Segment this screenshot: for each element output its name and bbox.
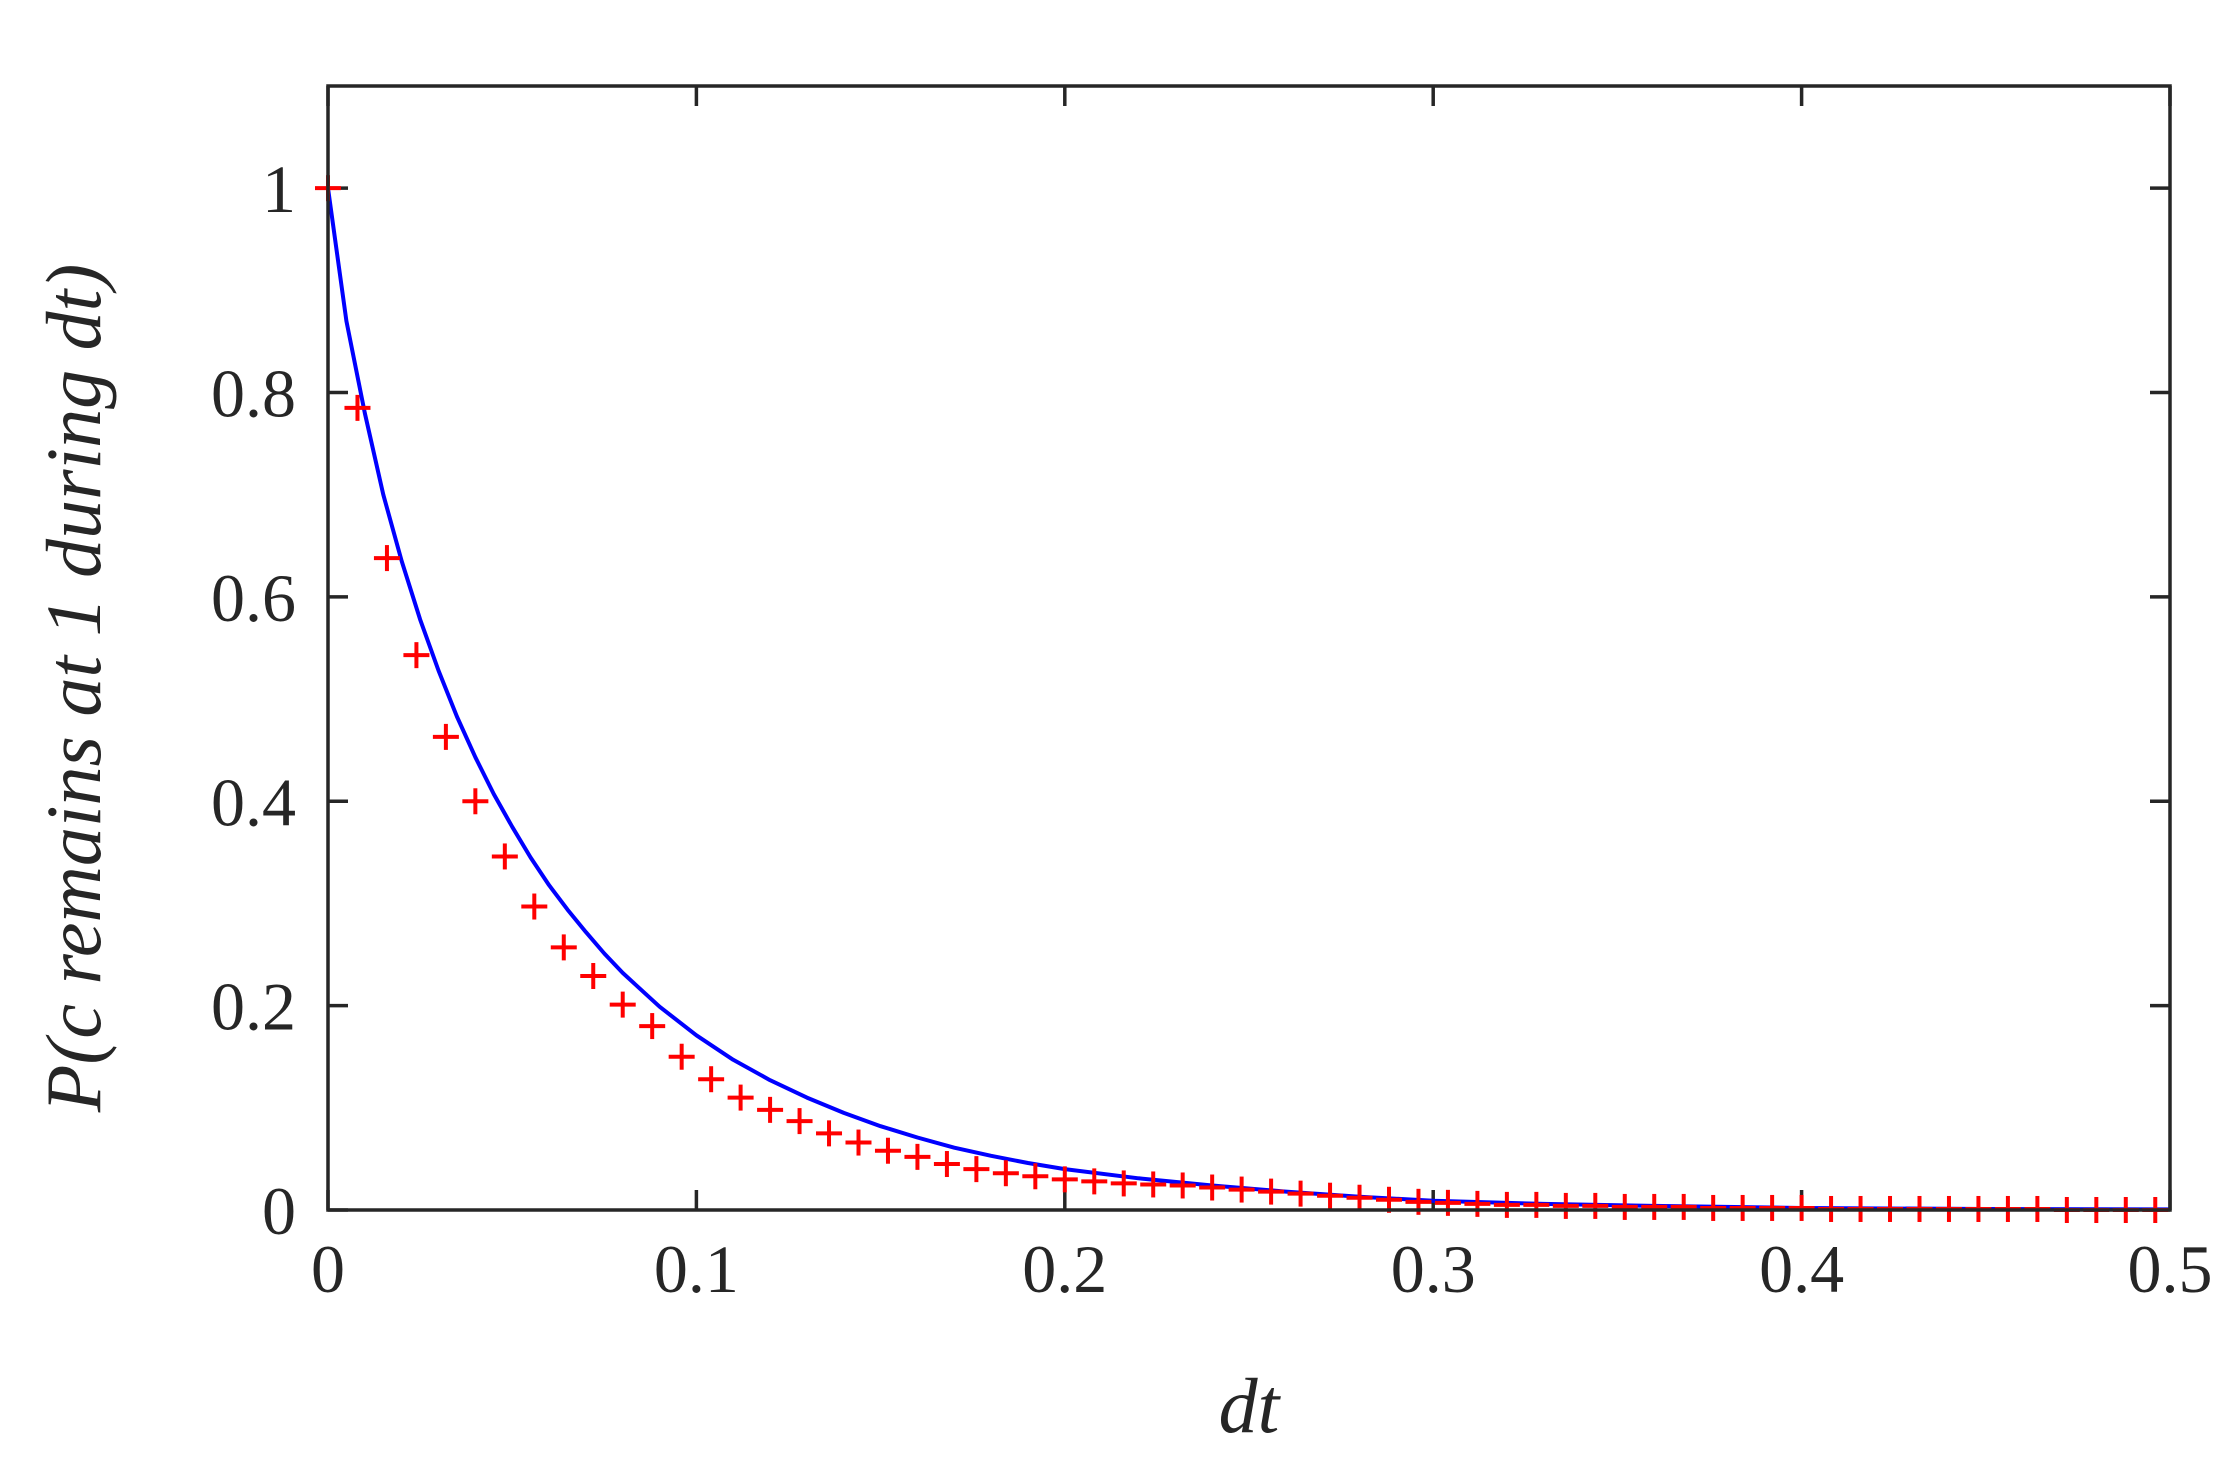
y-tick-label: 0.6 (211, 560, 296, 636)
x-tick-label: 0.2 (1022, 1231, 1107, 1307)
y-axis-ticks: 0 0.2 0.4 0.6 0.8 1 (211, 151, 2170, 1249)
data-point-marker (1700, 1194, 1727, 1221)
data-point-marker (816, 1120, 843, 1147)
data-point-marker (757, 1096, 784, 1123)
data-point-marker (1228, 1176, 1255, 1203)
data-point-marker (1729, 1194, 1756, 1221)
data-point-marker (1346, 1184, 1373, 1211)
x-axis-ticks: 0 0.1 0.2 0.3 0.4 0.5 (311, 86, 2213, 1307)
data-point-marker (874, 1137, 901, 1164)
data-point-marker (1759, 1194, 1786, 1221)
x-tick-label: 0 (311, 1231, 345, 1307)
data-point-marker (786, 1108, 813, 1135)
data-point-marker (521, 893, 548, 920)
data-point-marker (1022, 1163, 1049, 1190)
y-tick-label: 0.8 (211, 356, 296, 432)
data-point-marker (698, 1066, 725, 1093)
data-point-marker (992, 1160, 1019, 1187)
x-tick-label: 0.5 (2128, 1231, 2213, 1307)
data-point-marker (491, 843, 518, 870)
data-point-marker (1317, 1182, 1344, 1209)
data-point-marker (904, 1143, 931, 1170)
data-point-marker (845, 1129, 872, 1156)
data-point-marker (462, 788, 489, 815)
data-point-marker (1670, 1193, 1697, 1220)
data-point-marker (1611, 1193, 1638, 1220)
data-point-marker (1110, 1170, 1137, 1197)
data-point-marker (963, 1156, 990, 1183)
data-point-marker (933, 1151, 960, 1178)
y-tick-label: 0.2 (211, 969, 296, 1045)
data-point-marker (1552, 1192, 1579, 1219)
data-point-marker (1051, 1166, 1078, 1193)
x-tick-label: 0.4 (1759, 1231, 1844, 1307)
data-point-marker (580, 963, 607, 990)
data-point-marker (1140, 1171, 1167, 1198)
data-point-marker (1523, 1191, 1550, 1218)
data-point-marker (1493, 1191, 1520, 1218)
plot-area-frame (326, 84, 2172, 1212)
y-tick-label: 1 (262, 151, 296, 227)
data-point-marker (639, 1013, 666, 1040)
data-point-marker (1169, 1172, 1196, 1199)
x-tick-label: 0.1 (654, 1231, 739, 1307)
data-point-marker (727, 1084, 754, 1111)
data-point-marker (1287, 1180, 1314, 1207)
y-tick-label: 0 (262, 1173, 296, 1249)
x-axis-label: dt (1219, 1362, 1282, 1449)
data-point-marker (403, 642, 430, 669)
data-point-marker (373, 545, 400, 572)
data-point-marker (609, 991, 636, 1018)
y-axis-label: P(c remains at 1 during dt) (30, 264, 117, 1114)
data-point-marker (550, 934, 577, 961)
data-point-marker (668, 1043, 695, 1070)
data-point-marker (344, 394, 371, 421)
data-point-marker (1199, 1174, 1226, 1201)
data-point-marker (1582, 1192, 1609, 1219)
data-point-marker (1788, 1194, 1815, 1221)
y-tick-label: 0.4 (211, 764, 296, 840)
data-point-marker (1258, 1178, 1285, 1205)
data-point-marker (1464, 1190, 1491, 1217)
data-point-marker (1641, 1193, 1668, 1220)
data-point-marker (1081, 1168, 1108, 1195)
data-point-marker (432, 723, 459, 750)
x-tick-label: 0.3 (1391, 1231, 1476, 1307)
